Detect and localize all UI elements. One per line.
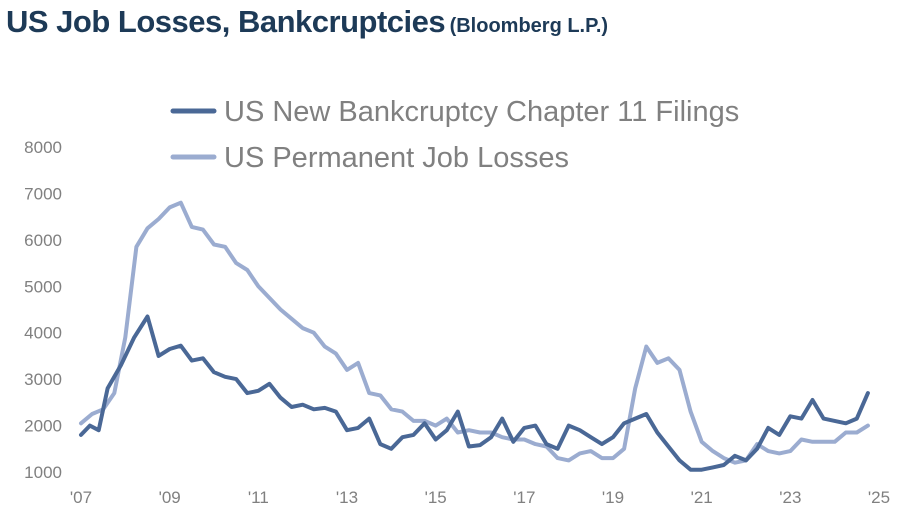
legend-label: US New Bankcruptcy Chapter 11 Filings xyxy=(224,96,739,128)
x-tick-label: '21 xyxy=(691,488,713,507)
y-tick-label: 1000 xyxy=(24,463,62,482)
y-axis: 1000 2000 3000 4000 5000 6000 7000 8000 xyxy=(24,138,62,482)
x-tick-label: '13 xyxy=(336,488,358,507)
y-tick-label: 3000 xyxy=(24,370,62,389)
y-tick-label: 8000 xyxy=(24,138,62,157)
chart-title-main: US Job Losses, Bankcruptcies xyxy=(6,4,446,39)
y-tick-label: 7000 xyxy=(24,184,62,203)
x-tick-label: '15 xyxy=(425,488,447,507)
y-tick-label: 6000 xyxy=(24,231,62,250)
x-tick-label: '07 xyxy=(70,488,92,507)
y-tick-label: 4000 xyxy=(24,324,62,343)
chart-title: US Job Losses, Bankcruptcies (Bloomberg … xyxy=(6,4,608,40)
x-tick-label: '23 xyxy=(779,488,801,507)
series-line-permanent-job-losses xyxy=(79,200,870,465)
x-tick-label: '19 xyxy=(602,488,624,507)
x-tick-label: '17 xyxy=(513,488,535,507)
legend-label: US Permanent Job Losses xyxy=(224,142,569,174)
x-tick-label: '09 xyxy=(159,488,181,507)
x-axis: '07 '09 '11 '13 '15 '17 '19 '21 '23 '25 xyxy=(70,488,890,507)
chart-title-source: (Bloomberg L.P.) xyxy=(449,15,609,37)
y-tick-label: 2000 xyxy=(24,417,62,436)
x-tick-label: '25 xyxy=(868,488,890,507)
y-tick-label: 5000 xyxy=(24,277,62,296)
chart-legend: US New Bankcruptcy Chapter 11 Filings US … xyxy=(170,96,739,174)
series-layer xyxy=(79,200,870,472)
series-line-chapter11-filings xyxy=(79,314,870,472)
x-tick-label: '11 xyxy=(248,488,269,507)
